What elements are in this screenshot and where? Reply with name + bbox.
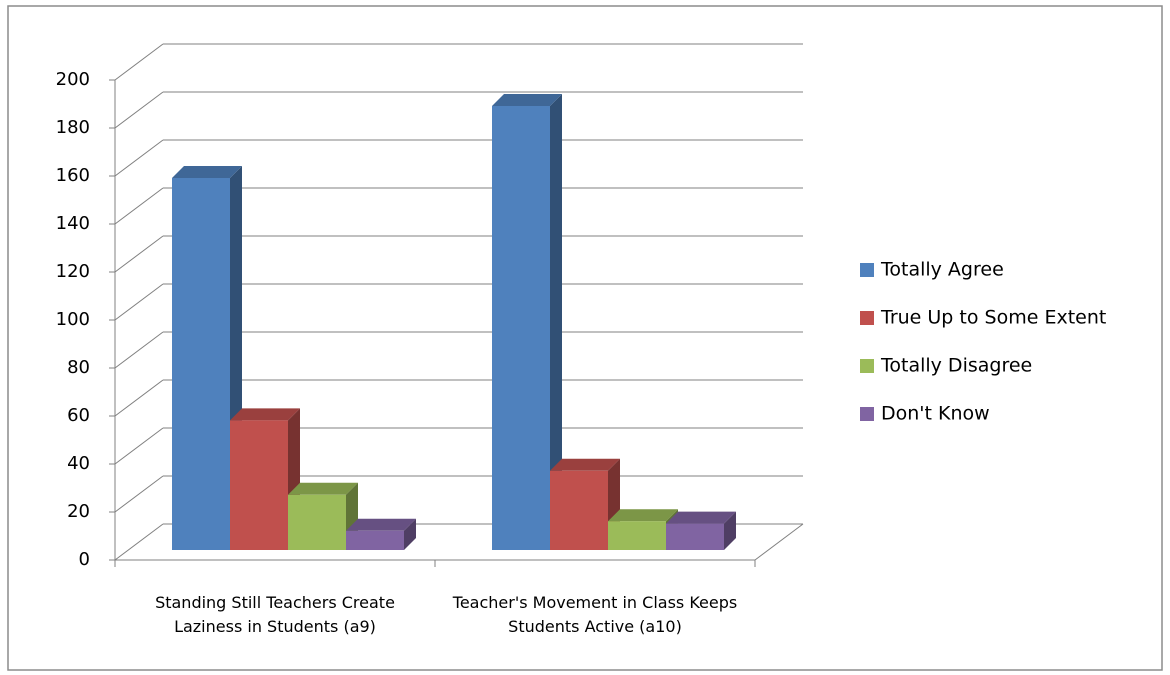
bar-side <box>550 94 562 550</box>
y-tick-label: 140 <box>56 213 90 234</box>
bar <box>550 470 608 550</box>
grid-line <box>114 187 164 225</box>
grid-line <box>114 283 164 321</box>
legend-swatch <box>860 407 874 421</box>
bar <box>608 521 666 550</box>
bar-top <box>172 166 242 178</box>
y-tick-label: 160 <box>56 165 90 186</box>
grid-line <box>114 379 164 417</box>
bar-top <box>346 518 416 531</box>
grid-line <box>114 139 164 177</box>
y-tick-label: 0 <box>79 549 90 570</box>
legend-label: Don't Know <box>881 403 990 425</box>
bar-top <box>492 94 562 106</box>
y-tick-label: 20 <box>67 501 90 522</box>
legend-swatch <box>860 263 874 277</box>
grid-line <box>114 427 164 465</box>
bar-top <box>288 482 358 495</box>
grid-line <box>114 331 164 369</box>
y-tick-label: 100 <box>56 309 90 330</box>
y-tick-label: 80 <box>67 357 90 378</box>
bar-side <box>404 518 416 550</box>
grid-line <box>114 523 164 561</box>
legend-label: Totally Disagree <box>880 355 1032 377</box>
grid-line <box>114 91 164 129</box>
bar <box>230 420 288 550</box>
bar <box>172 178 230 550</box>
bar-top <box>550 458 620 471</box>
bar-side <box>724 511 736 550</box>
y-tick-label: 60 <box>67 405 90 426</box>
grid-line <box>114 475 164 513</box>
bar <box>492 106 550 550</box>
floor-edge <box>754 523 804 561</box>
legend-swatch <box>860 311 874 325</box>
bar <box>346 530 404 550</box>
y-tick-label: 40 <box>67 453 90 474</box>
bar-top <box>666 511 736 524</box>
bar-top <box>230 408 300 421</box>
grid-line <box>114 235 164 273</box>
y-tick-label: 120 <box>56 261 90 282</box>
y-tick-label: 200 <box>56 69 90 90</box>
bar <box>288 494 346 550</box>
bar <box>666 523 724 550</box>
legend-swatch <box>860 359 874 373</box>
bar-top <box>608 509 678 522</box>
y-tick-label: 180 <box>56 117 90 138</box>
x-tick-label: Teacher's Movement in Class Keeps Studen… <box>452 593 738 636</box>
grid-line <box>114 43 164 81</box>
legend-label: Totally Agree <box>880 259 1004 281</box>
legend-label: True Up to Some Extent <box>880 307 1106 329</box>
x-tick-label: Standing Still Teachers Create Laziness … <box>155 593 395 636</box>
